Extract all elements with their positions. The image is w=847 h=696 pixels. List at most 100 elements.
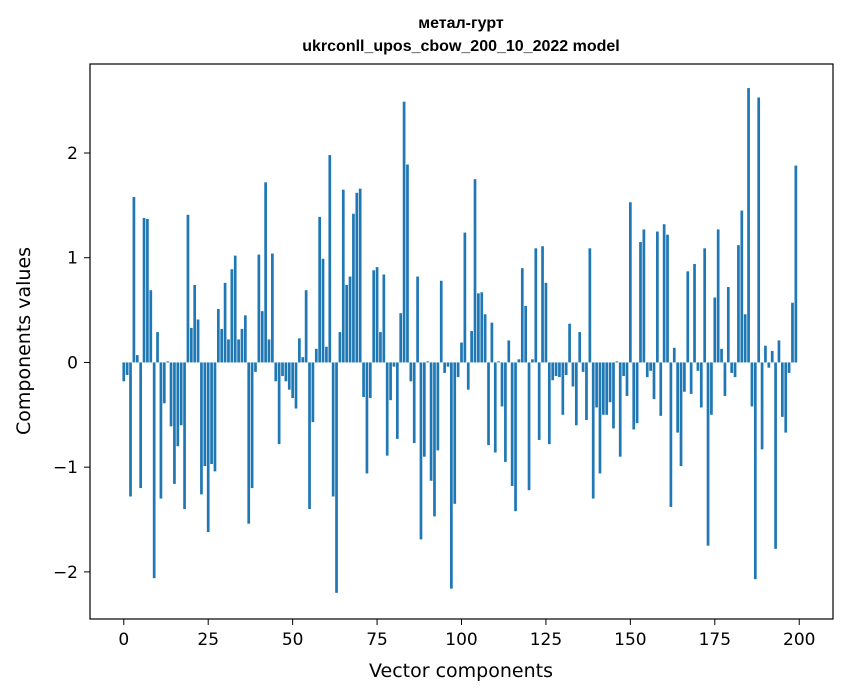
bar-115 [510,362,514,487]
bar-95 [443,362,446,373]
bar-70 [358,188,362,363]
bar-62 [331,362,335,497]
bar-198 [791,302,794,363]
bar-129 [558,362,561,378]
bar-190 [764,345,767,363]
bar-142 [601,362,605,415]
bar-56 [311,362,315,423]
bar-127 [551,362,555,381]
chart-subtitle: ukrconll_upos_cbow_200_10_2022 model [302,38,619,55]
bar-7 [146,218,149,363]
bar-16 [176,362,180,447]
bar-183 [740,210,744,363]
bar-159 [659,362,663,416]
bar-25 [206,362,210,533]
bar-31 [227,339,230,363]
bar-21 [193,284,197,363]
bar-171 [699,362,703,408]
bar-155 [645,362,649,378]
bar-22 [196,319,200,363]
bar-78 [385,362,389,456]
bar-162 [669,362,673,507]
bar-74 [372,270,376,363]
bar-117 [517,359,521,363]
bar-82 [399,313,403,363]
bar-63 [335,362,338,593]
bar-60 [325,346,328,363]
bar-126 [547,362,551,445]
bar-98 [453,362,457,504]
bar-132 [568,323,571,363]
y-tick-label: 2 [67,144,78,164]
bar-133 [571,362,575,387]
bar-90 [426,361,430,363]
bar-111 [497,361,500,363]
bar-149 [625,362,629,396]
bar-44 [271,253,274,363]
bar-59 [321,258,325,363]
bar-140 [595,362,598,408]
bar-20 [189,327,193,363]
bar-165 [679,362,683,467]
y-tick-label: 0 [67,353,78,373]
bar-2 [129,362,132,497]
bar-71 [362,362,365,397]
bar-181 [733,362,737,378]
bar-121 [531,359,534,363]
x-tick-label: 200 [783,630,815,650]
bar-157 [652,362,656,400]
bars-group [122,88,798,593]
bar-36 [244,315,247,363]
bar-93 [436,362,440,451]
bar-5 [139,362,143,489]
bar-50 [291,362,294,399]
bar-53 [301,357,305,363]
bar-138 [588,248,592,363]
bar-13 [166,361,170,363]
bar-118 [520,268,524,363]
y-tick-label: −2 [53,563,78,583]
bar-108 [487,362,490,446]
bar-101 [463,232,467,363]
bar-104 [473,179,477,363]
bar-43 [267,339,271,363]
bar-17 [179,362,183,426]
bar-192 [770,350,774,363]
bar-91 [429,362,433,481]
bar-176 [716,229,720,363]
bar-100 [460,342,463,363]
bar-146 [615,361,619,363]
bar-89 [423,362,426,457]
bar-197 [787,362,791,373]
bar-64 [338,332,342,363]
bar-194 [777,340,781,363]
bar-92 [433,362,436,517]
x-axis-ticks: 0 25 50 75 100 125 150 175 200 [118,619,815,650]
bar-119 [524,305,528,363]
bar-136 [581,362,585,372]
bar-83 [402,101,406,363]
bar-81 [395,362,399,439]
x-tick-label: 25 [197,630,219,650]
bar-161 [666,234,669,363]
bar-0 [122,362,126,382]
bar-68 [352,213,355,363]
bar-185 [747,88,750,363]
bar-196 [784,362,788,433]
bar-6 [142,217,146,363]
bar-191 [767,362,771,368]
bar-67 [348,276,352,363]
bar-128 [554,362,558,377]
bar-186 [750,362,754,407]
bar-134 [574,362,578,426]
bar-123 [537,362,541,440]
bar-168 [689,362,693,394]
y-tick-label: −1 [53,458,78,478]
bar-182 [737,245,740,363]
x-tick-label: 175 [699,630,731,650]
bar-152 [635,362,639,424]
bar-148 [622,362,625,377]
bar-109 [490,322,494,363]
bar-40 [257,254,261,363]
bar-26 [210,362,213,465]
